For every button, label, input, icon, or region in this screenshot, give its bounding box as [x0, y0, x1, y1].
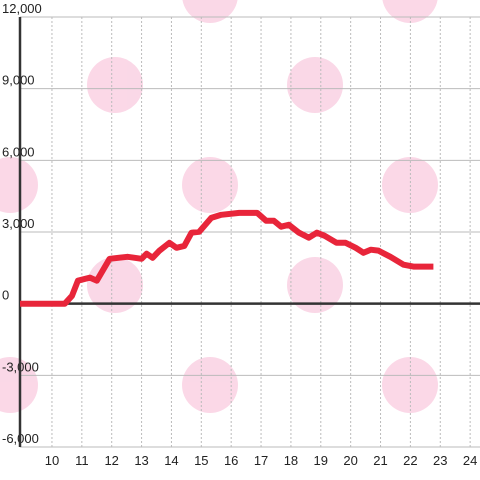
line: [20, 209, 434, 307]
y-tick-label: 0: [2, 288, 9, 303]
x-tick-label: 19: [314, 453, 328, 468]
y-tick-label: 9,000: [2, 73, 35, 88]
y-tick-label: 6,000: [2, 144, 35, 159]
x-tick-label: 15: [194, 453, 208, 468]
x-tick-label: 11: [75, 453, 89, 468]
x-tick-label: 12: [104, 453, 118, 468]
x-tick-label: 16: [224, 453, 238, 468]
x-tick-label: 23: [433, 453, 447, 468]
x-tick-label: 21: [373, 453, 387, 468]
x-tick-label: 20: [343, 453, 357, 468]
x-tick-label: 24: [463, 453, 477, 468]
x-tick-label: 17: [254, 453, 268, 468]
y-tick-label: 3,000: [2, 216, 35, 231]
x-tick-label: 22: [403, 453, 417, 468]
x-tick-label: 18: [284, 453, 298, 468]
x-tick-label: 10: [45, 453, 59, 468]
x-tick-label: 13: [134, 453, 148, 468]
y-tick-label: 12,000: [2, 1, 42, 16]
x-tick-label: 14: [164, 453, 178, 468]
watermarks: [0, 0, 438, 413]
